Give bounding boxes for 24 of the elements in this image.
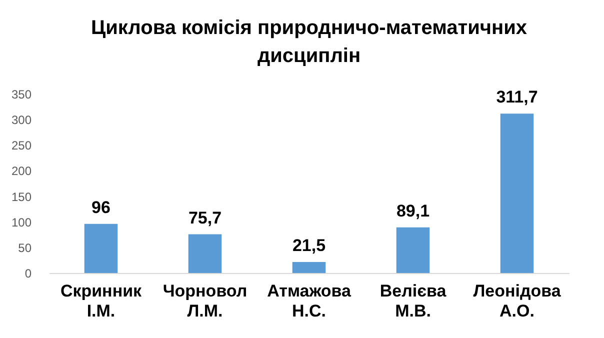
data-label: 96 <box>92 198 110 217</box>
data-label: 21,5 <box>292 236 326 256</box>
y-tick-label: 0 <box>24 266 32 280</box>
y-tick-label: 200 <box>11 164 32 178</box>
chart-title: Циклова комісія природничо-математичних дисциплін <box>91 17 527 67</box>
x-tick-label: Леонідова А.О. <box>473 282 562 320</box>
x-tick-label: Скринник І.М. <box>60 282 142 320</box>
x-tick-label: Чорновол Л.М. <box>162 282 248 320</box>
bar <box>396 227 430 273</box>
y-tick-label: 50 <box>18 240 32 255</box>
x-tick-label: Атмажова Н.С. <box>267 282 352 320</box>
y-tick-label: 150 <box>11 190 32 204</box>
data-label: 89,1 <box>396 201 430 220</box>
bar <box>188 234 222 273</box>
bar <box>500 114 534 273</box>
bar <box>84 224 118 273</box>
bar <box>292 262 326 273</box>
y-tick-label: 300 <box>11 113 32 128</box>
data-label: 75,7 <box>188 208 222 228</box>
x-tick-label: Велієва М.В. <box>380 282 447 320</box>
y-tick-label: 250 <box>11 138 32 153</box>
y-tick-label: 100 <box>11 215 32 230</box>
data-label: 311,7 <box>496 88 538 107</box>
y-tick-label: 350 <box>11 88 32 102</box>
